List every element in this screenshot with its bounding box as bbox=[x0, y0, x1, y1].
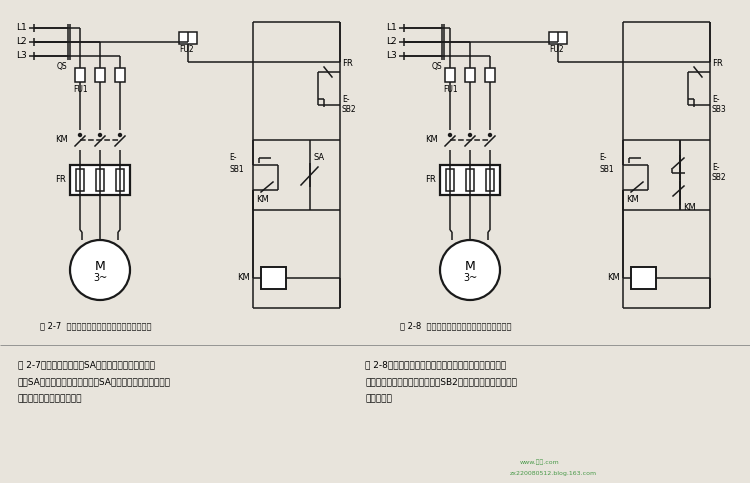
Bar bbox=[485, 68, 495, 82]
Circle shape bbox=[118, 133, 122, 137]
Text: KM: KM bbox=[237, 273, 250, 283]
Text: E-: E- bbox=[712, 162, 719, 171]
Text: FR: FR bbox=[712, 59, 723, 69]
Text: L1: L1 bbox=[386, 24, 397, 32]
Text: L1: L1 bbox=[16, 24, 27, 32]
Text: FR: FR bbox=[425, 175, 436, 185]
Bar bbox=[116, 169, 124, 191]
Bar bbox=[75, 68, 85, 82]
Circle shape bbox=[469, 133, 472, 137]
Text: SB2: SB2 bbox=[342, 104, 357, 114]
Text: 路，SA串接在自锁电路中，当把SA打开或闭合时，就能实现: 路，SA串接在自锁电路中，当把SA打开或闭合时，就能实现 bbox=[18, 378, 171, 386]
Bar bbox=[95, 68, 105, 82]
Text: www.文字.com: www.文字.com bbox=[520, 459, 560, 465]
Circle shape bbox=[70, 240, 130, 300]
Bar bbox=[486, 169, 494, 191]
Bar bbox=[631, 267, 656, 289]
Bar bbox=[549, 32, 567, 44]
Text: 图 2-7所示为带手动开关SA的点动与连续运行控制线: 图 2-7所示为带手动开关SA的点动与连续运行控制线 bbox=[18, 360, 155, 369]
Text: E-: E- bbox=[712, 95, 719, 103]
Text: KM: KM bbox=[683, 203, 696, 213]
Bar bbox=[96, 169, 104, 191]
Bar bbox=[76, 169, 84, 191]
Text: SA: SA bbox=[313, 153, 324, 161]
Text: M: M bbox=[464, 259, 476, 272]
Text: SB3: SB3 bbox=[712, 104, 727, 114]
Text: KM: KM bbox=[425, 136, 438, 144]
Text: KM: KM bbox=[607, 273, 619, 283]
Text: SB2: SB2 bbox=[712, 172, 727, 182]
Text: SB1: SB1 bbox=[229, 165, 244, 173]
Text: FU2: FU2 bbox=[549, 45, 564, 55]
Text: QS: QS bbox=[57, 61, 68, 71]
Text: 图 2-8  带复合按鈕的点动与连续运行控制线路: 图 2-8 带复合按鈕的点动与连续运行控制线路 bbox=[400, 322, 512, 330]
Circle shape bbox=[488, 133, 491, 137]
Text: M: M bbox=[94, 259, 105, 272]
Bar bbox=[445, 68, 455, 82]
Circle shape bbox=[448, 133, 452, 137]
Text: zx220080512.blog.163.com: zx220080512.blog.163.com bbox=[510, 471, 597, 477]
Bar bbox=[115, 68, 125, 82]
Bar bbox=[440, 165, 500, 195]
Text: 3~: 3~ bbox=[93, 273, 107, 283]
Text: 图 2-8所示为复合按鈕的点动与连续运行的控制线路。在: 图 2-8所示为复合按鈕的点动与连续运行的控制线路。在 bbox=[365, 360, 506, 369]
Bar bbox=[261, 267, 286, 289]
Text: FU1: FU1 bbox=[443, 85, 458, 95]
Text: 3~: 3~ bbox=[463, 273, 477, 283]
Bar bbox=[466, 169, 474, 191]
Text: KM: KM bbox=[626, 196, 639, 204]
Text: E-: E- bbox=[342, 95, 350, 103]
Text: FR: FR bbox=[342, 59, 352, 69]
Bar bbox=[179, 32, 197, 44]
Text: E-: E- bbox=[599, 154, 607, 162]
Bar bbox=[70, 165, 130, 195]
Text: E-: E- bbox=[229, 154, 236, 162]
Bar bbox=[465, 68, 475, 82]
Text: 图 2-7  带手动开关的点动与连续运行控制线路: 图 2-7 带手动开关的点动与连续运行控制线路 bbox=[40, 322, 152, 330]
Text: 转的控制。: 转的控制。 bbox=[365, 395, 392, 403]
Circle shape bbox=[440, 240, 500, 300]
Text: 电动机的点动或连续控制。: 电动机的点动或连续控制。 bbox=[18, 395, 82, 403]
Text: L3: L3 bbox=[386, 52, 397, 60]
Text: SB1: SB1 bbox=[599, 165, 613, 173]
Text: QS: QS bbox=[432, 61, 442, 71]
Text: L2: L2 bbox=[386, 38, 397, 46]
Text: KM: KM bbox=[256, 196, 268, 204]
Text: FU1: FU1 bbox=[73, 85, 88, 95]
Circle shape bbox=[79, 133, 82, 137]
Text: FU2: FU2 bbox=[179, 45, 194, 55]
Bar bbox=[446, 169, 454, 191]
Text: KM: KM bbox=[55, 136, 68, 144]
Text: 控制线路中增加了一个复合按鈕SB2，从而达到点动与连续运: 控制线路中增加了一个复合按鈕SB2，从而达到点动与连续运 bbox=[365, 378, 517, 386]
Text: L2: L2 bbox=[16, 38, 27, 46]
Circle shape bbox=[98, 133, 101, 137]
Text: L3: L3 bbox=[16, 52, 27, 60]
Text: FR: FR bbox=[55, 175, 66, 185]
